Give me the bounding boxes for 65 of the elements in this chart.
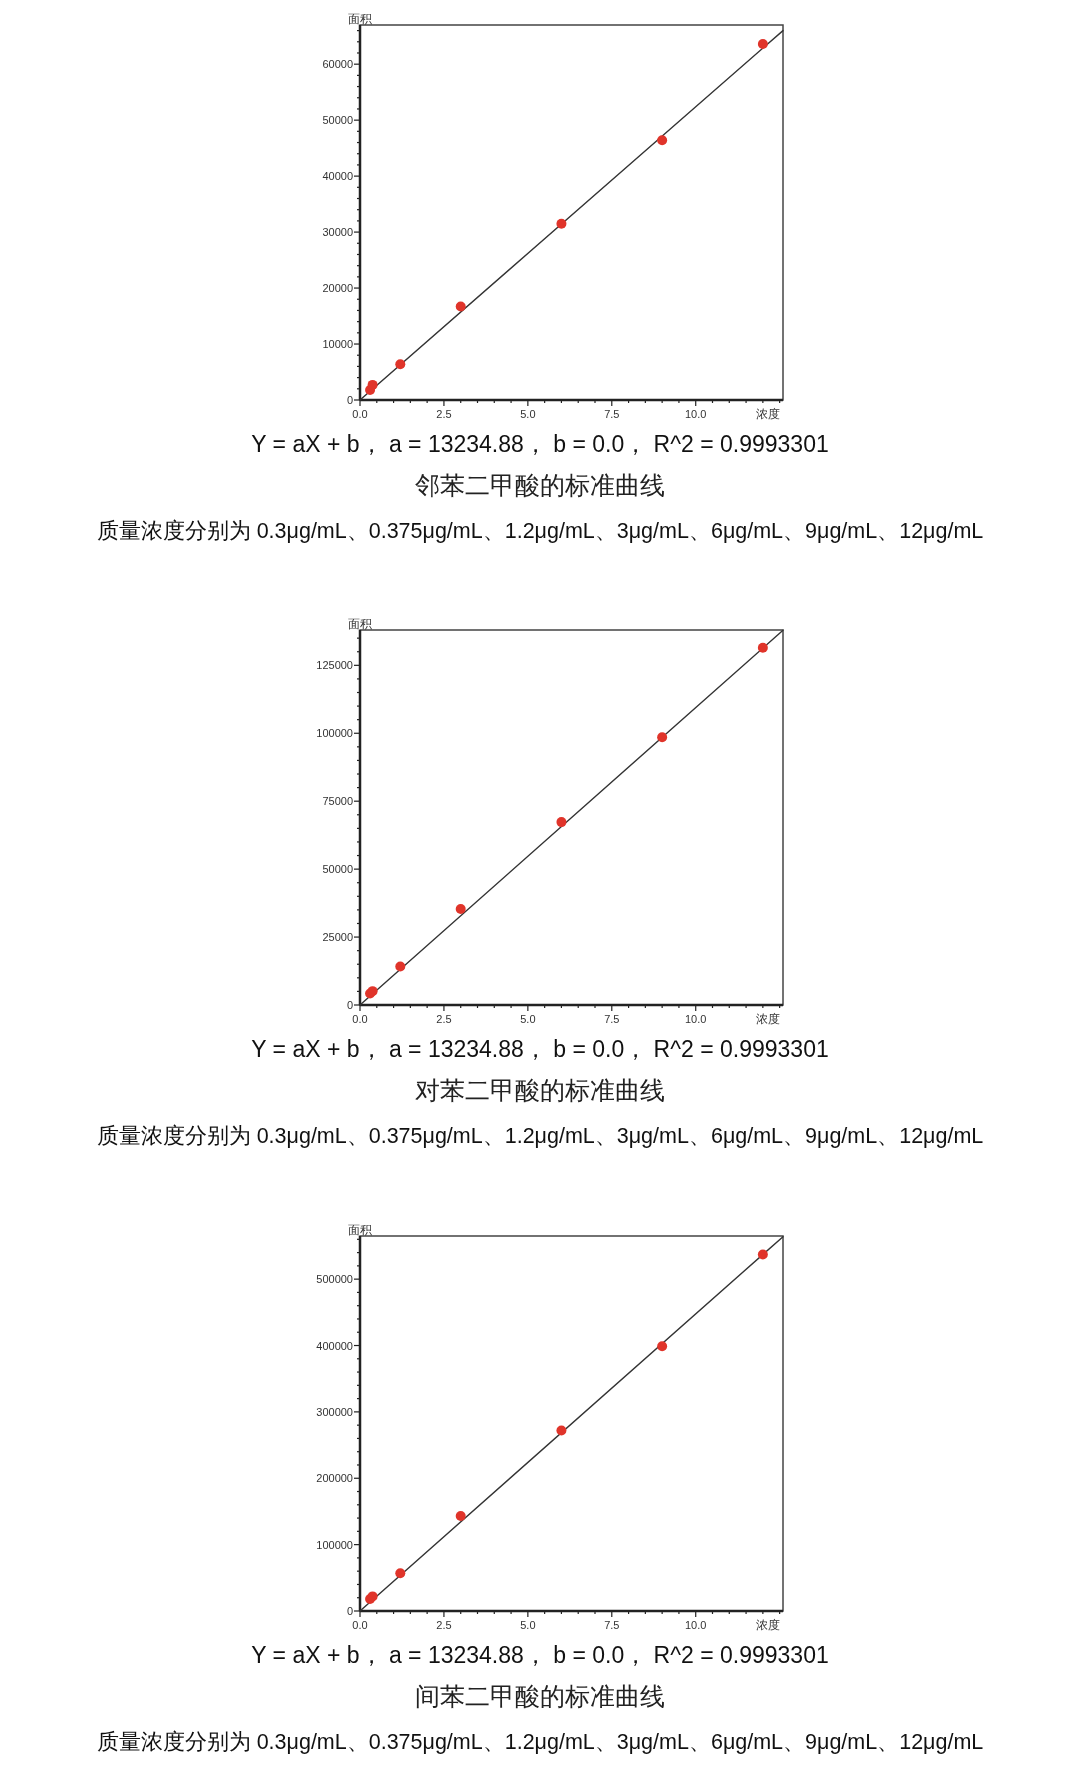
y-axis-title: 面积 bbox=[348, 1223, 372, 1237]
y-tick-label: 100000 bbox=[316, 727, 353, 740]
x-tick-label: 2.5 bbox=[436, 408, 452, 420]
point bbox=[757, 39, 768, 50]
point bbox=[395, 961, 406, 972]
y-tick-label: 20000 bbox=[322, 282, 353, 295]
point bbox=[556, 218, 567, 229]
point bbox=[367, 379, 378, 390]
x-tick-label: 0.0 bbox=[352, 408, 368, 420]
x-tick-label: 7.5 bbox=[604, 1013, 620, 1025]
x-tick-label: 5.0 bbox=[520, 1013, 536, 1025]
text: Y = aX + b， a = 13234.88， b = 0.0， R^2 = 0.9993301 bbox=[251, 1036, 829, 1062]
point bbox=[757, 1249, 768, 1260]
x-tick-label: 0.0 bbox=[352, 1619, 368, 1631]
x-tick-label: 7.5 bbox=[604, 408, 620, 420]
x-tick-label: 10.0 bbox=[685, 1619, 707, 1631]
x-tick-label: 10.0 bbox=[685, 1013, 707, 1025]
text: Y = aX + b， a = 13234.88， b = 0.0， R^2 = 0.9993301 bbox=[251, 431, 829, 457]
y-tick-label: 200000 bbox=[316, 1472, 353, 1485]
point bbox=[556, 1425, 567, 1436]
point bbox=[455, 301, 466, 312]
x-axis-title: 浓度 bbox=[756, 1618, 780, 1632]
y-tick-label: 50000 bbox=[322, 863, 353, 876]
point bbox=[657, 1341, 668, 1352]
point bbox=[455, 1511, 466, 1522]
text: 邻苯二甲酸的标准曲线 bbox=[415, 472, 665, 499]
point bbox=[395, 359, 406, 370]
point bbox=[657, 732, 668, 743]
x-tick-label: 10.0 bbox=[685, 408, 707, 420]
y-tick-label: 125000 bbox=[316, 659, 353, 672]
y-tick-label: 0 bbox=[346, 394, 353, 406]
y-tick-label: 100000 bbox=[316, 1538, 353, 1551]
y-tick-label: 60000 bbox=[322, 58, 353, 71]
y-axis-title: 面积 bbox=[348, 12, 372, 26]
text: 质量浓度分别为 0.3μg/mL、0.375μg/mL、1.2μg/mL、3μg/mL、6μg/mL、9μg/mL、12μg/mL bbox=[96, 1124, 984, 1148]
y-tick-label: 25000 bbox=[322, 931, 353, 944]
y-tick-label: 75000 bbox=[322, 795, 353, 808]
y-tick-label: 40000 bbox=[322, 170, 353, 183]
y-axis-title: 面积 bbox=[348, 617, 372, 631]
point bbox=[657, 135, 668, 146]
x-tick-label: 5.0 bbox=[520, 408, 536, 420]
point bbox=[395, 1568, 406, 1579]
x-tick-label: 7.5 bbox=[604, 1619, 620, 1631]
y-tick-label: 0 bbox=[346, 1605, 353, 1617]
x-axis-title: 浓度 bbox=[756, 407, 780, 421]
y-tick-label: 500000 bbox=[316, 1273, 353, 1286]
y-tick-label: 10000 bbox=[322, 338, 353, 351]
text: 质量浓度分别为 0.3μg/mL、0.375μg/mL、1.2μg/mL、3μg/mL、6μg/mL、9μg/mL、12μg/mL bbox=[96, 1730, 984, 1754]
x-tick-label: 2.5 bbox=[436, 1619, 452, 1631]
y-tick-label: 400000 bbox=[316, 1339, 353, 1352]
text: 对苯二甲酸的标准曲线 bbox=[415, 1077, 665, 1104]
text: Y = aX + b， a = 13234.88， b = 0.0， R^2 = 0.9993301 bbox=[251, 1642, 829, 1668]
x-tick-label: 5.0 bbox=[520, 1619, 536, 1631]
x-tick-label: 2.5 bbox=[436, 1013, 452, 1025]
x-axis-title: 浓度 bbox=[756, 1012, 780, 1026]
x-tick-label: 0.0 bbox=[352, 1013, 368, 1025]
point bbox=[455, 904, 466, 915]
text: 质量浓度分别为 0.3μg/mL、0.375μg/mL、1.2μg/mL、3μg/mL、6μg/mL、9μg/mL、12μg/mL bbox=[96, 519, 984, 543]
y-tick-label: 0 bbox=[346, 999, 353, 1011]
y-tick-label: 50000 bbox=[322, 114, 353, 127]
point bbox=[556, 817, 567, 828]
y-tick-label: 300000 bbox=[316, 1405, 353, 1418]
y-tick-label: 30000 bbox=[322, 226, 353, 239]
text: 间苯二甲酸的标准曲线 bbox=[415, 1683, 665, 1710]
point bbox=[757, 642, 768, 653]
